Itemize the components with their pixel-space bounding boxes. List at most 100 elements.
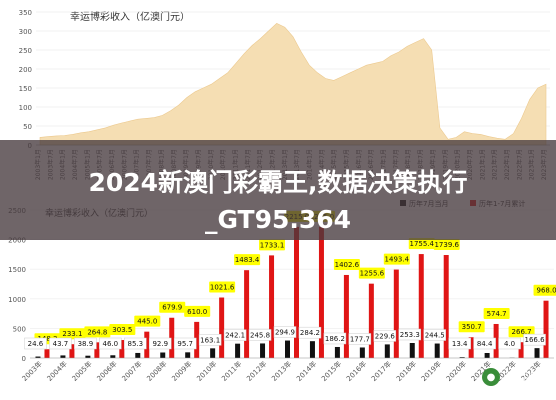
bar-july (185, 352, 191, 358)
area-y-tick-label: 50 (23, 123, 32, 131)
data-label-cumulative: 350.7 (462, 323, 482, 331)
data-label-box-july (398, 328, 422, 341)
bar-cumulative (318, 226, 324, 358)
data-label-box-cumulative (433, 239, 460, 251)
bar-july (135, 352, 141, 358)
data-label-box-july (248, 329, 272, 341)
data-label-july: 92.9 (152, 340, 168, 348)
data-label-cumulative: 445.0 (137, 318, 157, 326)
data-label-box-cumulative (184, 305, 211, 317)
bar-cumulative (144, 331, 150, 358)
bar-x-tick-label: 2007年 (120, 359, 144, 383)
bar-x-tick-label: 2012年 (245, 359, 269, 383)
bar-july (409, 343, 415, 358)
data-label-july: 95.7 (177, 340, 193, 348)
data-label-cumulative: 1755.4 (410, 240, 435, 248)
bar-cumulative (44, 349, 50, 358)
data-label-july: 245.8 (250, 331, 270, 339)
data-label-box-cumulative (259, 239, 286, 251)
data-label-july: 229.6 (375, 332, 396, 340)
data-label-july: 13.4 (452, 340, 468, 348)
data-label-cumulative: 1021.6 (210, 284, 235, 292)
bar-x-tick-label: 2018年 (394, 359, 418, 383)
bar-y-tick-label: 1000 (8, 296, 26, 304)
bar-july (484, 353, 490, 358)
data-label-box-july (298, 326, 322, 339)
area-y-tick-label: 350 (19, 9, 32, 17)
data-label-box-cumulative (458, 321, 485, 333)
bar-july (459, 357, 465, 358)
bar-cumulative (219, 297, 225, 358)
area-chart-title: 幸运博彩收入（亿澳门元） (70, 10, 190, 23)
data-label-july: 242.1 (225, 332, 245, 340)
bar-x-tick-label: 2014年 (294, 359, 318, 383)
data-label-cumulative: 679.9 (162, 304, 182, 312)
bar-cumulative (343, 274, 349, 358)
bar-cumulative (194, 321, 200, 358)
bar-y-tick-label: 0 (22, 355, 26, 363)
bar-x-tick-label: 2016年 (344, 359, 368, 383)
bar-y-tick-label: 2000 (8, 237, 26, 245)
bar-x-tick-label: 2011年 (220, 359, 244, 383)
data-label-july: 284.2 (300, 329, 320, 337)
data-label-box-cumulative (84, 326, 111, 338)
bar-july (434, 343, 440, 358)
data-label-box-july (99, 337, 122, 350)
area-series (39, 23, 547, 146)
bar-x-tick-label: 2009年 (170, 359, 194, 383)
data-label-july: 186.2 (325, 335, 345, 343)
data-label-july: 84.4 (477, 340, 493, 348)
data-label-july: 294.9 (275, 329, 295, 337)
bar-july (85, 355, 91, 358)
bar-cumulative (518, 342, 524, 358)
bar-cumulative (119, 340, 125, 358)
data-label-july: 38.9 (78, 340, 94, 348)
data-label-box-july (49, 337, 72, 350)
data-label-cumulative: 1739.6 (434, 241, 459, 249)
data-label-cumulative: 610.0 (187, 308, 207, 316)
watermark: ● 澳门观察 (482, 366, 548, 388)
watermark-text: 澳门观察 (504, 371, 548, 384)
bar-july (35, 356, 41, 358)
data-label-cumulative: 968.0 (537, 287, 556, 295)
data-label-cumulative: 574.7 (487, 310, 507, 318)
data-label-box-cumulative (209, 281, 236, 293)
headline-line2: _GT95.364 (204, 205, 352, 234)
bar-july (235, 343, 241, 358)
bar-y-tick-label: 500 (13, 325, 26, 333)
area-y-tick-label: 200 (19, 66, 32, 74)
bar-july (384, 344, 390, 358)
data-label-box-july (373, 330, 397, 342)
area-y-tick-label: 100 (19, 104, 32, 112)
bar-x-tick-label: 2015年 (319, 359, 343, 383)
data-label-box-july (423, 329, 446, 341)
bar-cumulative (543, 300, 549, 358)
data-label-box-july (498, 337, 521, 350)
bar-july (210, 348, 216, 358)
bar-x-tick-label: 2020年 (444, 359, 468, 383)
data-label-july: 177.7 (350, 335, 370, 343)
data-label-box-cumulative (358, 267, 385, 279)
data-label-box-july (323, 332, 347, 345)
bar-cumulative (169, 317, 175, 358)
bar-cumulative (468, 337, 474, 358)
bar-cumulative (244, 270, 250, 358)
data-label-cumulative: 148.3 (37, 335, 57, 343)
bar-x-tick-label: 2005年 (70, 359, 94, 383)
bar-chart: 幸运博彩收入（亿澳门元）05001000150020002500历年7月当月历年… (8, 199, 556, 383)
bar-cumulative (94, 342, 100, 358)
data-label-box-july (348, 333, 372, 345)
bar-cumulative (443, 255, 449, 358)
data-label-cumulative: 1255.6 (360, 270, 385, 278)
data-label-box-july (148, 337, 172, 350)
data-label-july: 253.3 (400, 331, 420, 339)
bar-cumulative (493, 323, 499, 358)
headline-overlay (0, 140, 556, 240)
data-label-july: 163.1 (200, 336, 220, 344)
data-label-box-cumulative (59, 328, 86, 340)
data-label-cumulative: 233.1 (62, 330, 82, 338)
data-label-box-july (74, 337, 97, 350)
bar-x-tick-label: 2006年 (95, 359, 119, 383)
data-label-box-july (448, 337, 471, 350)
data-label-july: 166.6 (525, 336, 546, 344)
